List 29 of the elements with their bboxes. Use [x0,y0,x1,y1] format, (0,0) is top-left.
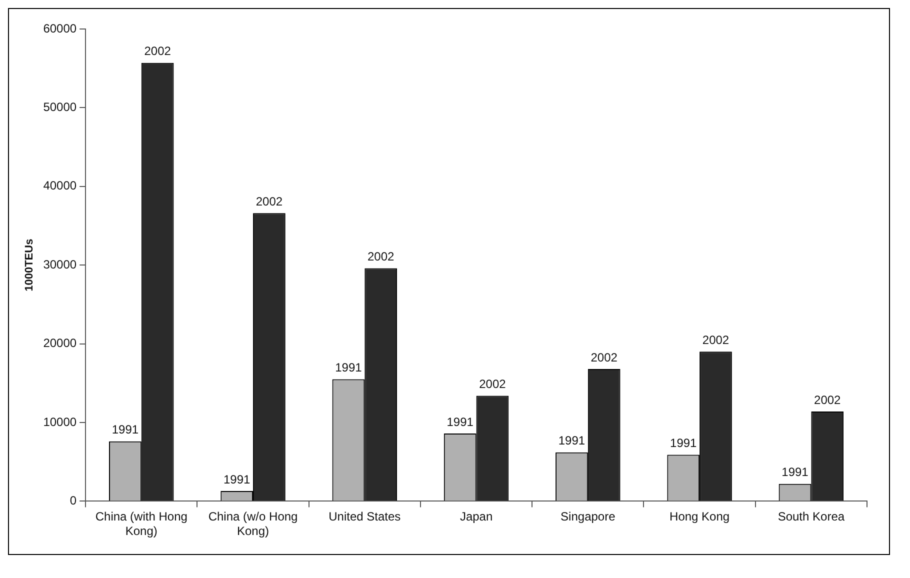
y-tick-label: 50000 [43,100,77,114]
x-tick-label: China (with Hong Kong) [95,510,188,538]
text: 1991 [446,414,474,429]
text: 2002 [590,350,618,364]
y-axis-title: 1000TEUs [24,238,36,292]
text: 1991 [335,360,362,375]
text: 2002 [256,194,283,208]
y-tick-label: 60000 [43,21,77,36]
x-tick-label: Japan [460,510,493,524]
y-tick-label: 20000 [43,336,77,350]
y-tick-label: 0 [70,494,77,508]
text: 1991 [112,422,139,437]
x-tick-label: South Korea [778,510,845,524]
text: 1991 [223,472,250,486]
y-tick-label: 10000 [43,414,77,429]
text: 1991 [670,436,697,450]
x-tick-label: China (w/o Hong Kong) [208,510,298,538]
x-tick-label: Singapore [560,510,616,524]
y-tick-label: 40000 [43,178,77,193]
x-tick-label: United States [328,510,401,524]
text: 2002 [367,250,394,264]
text: 1991 [782,465,808,480]
x-tick-label: Hong Kong [670,510,730,524]
text: 2002 [479,377,506,392]
text: 2002 [814,392,841,407]
text: 2002 [702,332,730,347]
series-label: 2002 [144,44,172,58]
y-tick-label: 30000 [43,257,77,272]
series-label: 1991 [558,434,586,448]
